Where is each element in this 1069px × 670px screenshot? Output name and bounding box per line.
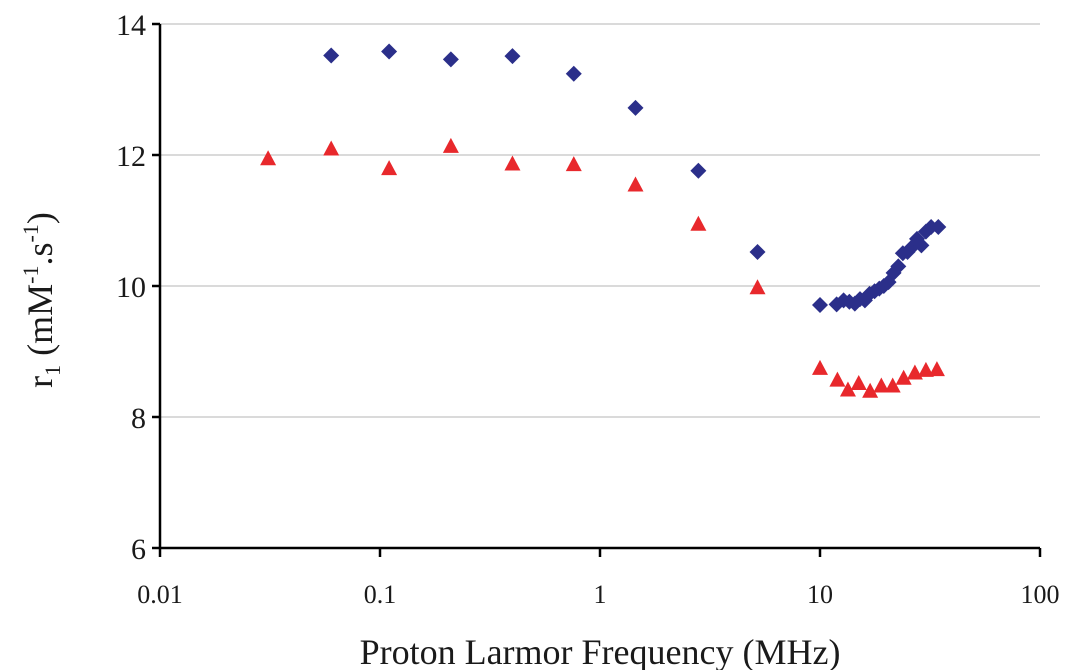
- diamond-point: [690, 162, 707, 179]
- triangle-point: [565, 156, 582, 172]
- diamond-point: [930, 219, 947, 236]
- y-axis-title-sup2: -1: [18, 224, 43, 242]
- x-ticks: 0.01 0.1 1 10 100: [137, 548, 1060, 609]
- y-axis-title-sup1: -1: [18, 266, 43, 284]
- triangle-point: [260, 150, 277, 166]
- triangle-point: [928, 361, 945, 377]
- y-axis-title-base: r: [20, 376, 60, 388]
- y-tick-label: 10: [116, 271, 146, 304]
- diamond-point: [565, 65, 582, 82]
- triangle-point: [906, 364, 923, 380]
- triangle-point: [850, 374, 867, 390]
- triangle-point: [381, 160, 398, 176]
- triangle-point: [627, 176, 644, 192]
- triangle-point: [442, 137, 459, 153]
- diamond-point: [381, 43, 398, 60]
- y-axis-title-close: ): [20, 212, 60, 224]
- y-axis-title-sub: 1: [40, 365, 65, 376]
- diamond-point: [890, 258, 907, 275]
- x-tick-label: 100: [1021, 580, 1060, 609]
- diamond-point: [627, 99, 644, 116]
- x-tick-label: 0.01: [137, 580, 183, 609]
- triangle-point: [884, 377, 901, 393]
- triangle-point: [504, 155, 521, 171]
- triangle-point: [895, 369, 912, 385]
- y-tick-label: 8: [131, 402, 146, 435]
- triangle-point: [812, 359, 828, 375]
- diamond-point: [812, 296, 828, 313]
- x-tick-label: 1: [594, 580, 607, 609]
- diamond-point: [749, 243, 766, 260]
- x-tick-label: 10: [807, 580, 833, 609]
- y-tick-label: 12: [116, 140, 146, 173]
- y-ticks: 6 8 10 12 14: [116, 9, 160, 566]
- diamond-point: [504, 48, 521, 65]
- y-axis-title-mid: .s: [20, 242, 60, 265]
- diamond-point: [442, 51, 459, 68]
- y-axis-title-open: (mM: [20, 284, 60, 365]
- triangle-point: [917, 361, 934, 377]
- gridlines: [160, 23, 1040, 418]
- triangle-point: [749, 279, 766, 295]
- x-tick-label: 0.1: [364, 580, 397, 609]
- data-points: [260, 43, 947, 398]
- y-axis-title: r1 (mM-1.s-1): [18, 212, 65, 388]
- diamond-point: [323, 47, 340, 64]
- triangle-point: [839, 381, 856, 397]
- triangle-point: [323, 140, 340, 156]
- diamond-point: [913, 237, 930, 254]
- triangle-point: [862, 382, 879, 398]
- triangle-point: [829, 371, 846, 387]
- triangle-point: [690, 215, 707, 231]
- y-tick-label: 6: [131, 533, 146, 566]
- x-axis-title: Proton Larmor Frequency (MHz): [360, 632, 841, 670]
- y-tick-label: 14: [116, 9, 146, 42]
- triangle-point: [873, 377, 890, 393]
